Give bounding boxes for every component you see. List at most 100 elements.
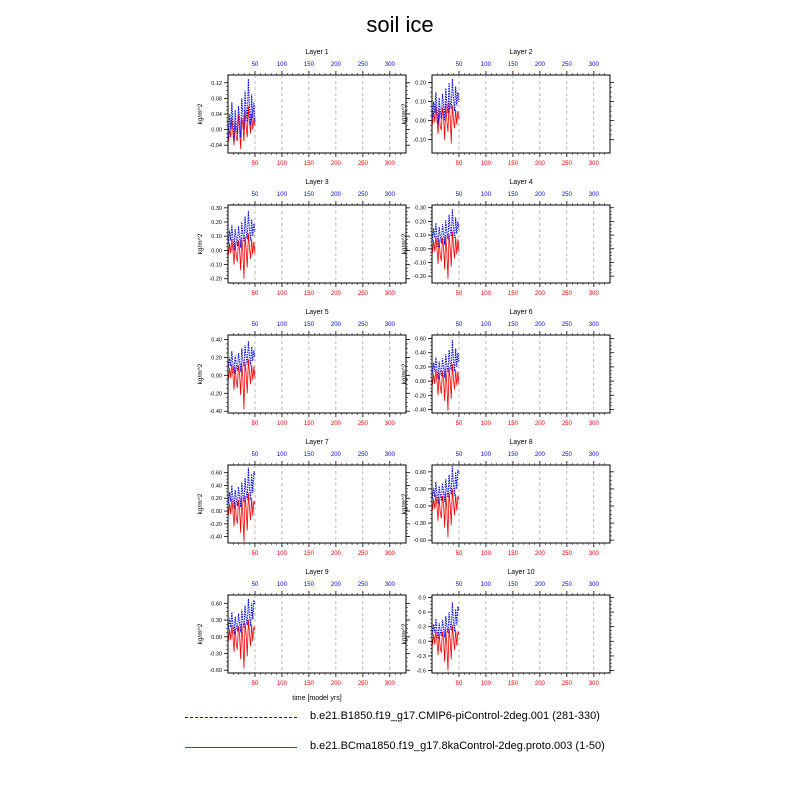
- x-tick-label-top: 200: [331, 62, 342, 68]
- x-tick-label-top: 300: [385, 582, 396, 588]
- y-tick-label: 0.20: [211, 496, 222, 502]
- x-tick-label-bottom: 100: [481, 421, 492, 427]
- x-tick-label-bottom: 300: [385, 291, 396, 297]
- x-tick-label-bottom: 300: [385, 551, 396, 557]
- x-tick-label-top: 300: [589, 192, 600, 198]
- x-tick-label-top: 50: [252, 192, 259, 198]
- x-tick-label-bottom: 100: [277, 551, 288, 557]
- y-tick-label: 0.30: [211, 618, 222, 624]
- x-tick-label-top: 50: [252, 62, 259, 68]
- x-tick-label-top: 300: [385, 192, 396, 198]
- x-tick-label-top: 50: [456, 452, 463, 458]
- x-tick-label-top: 300: [589, 452, 600, 458]
- x-tick-label-bottom: 250: [562, 161, 573, 167]
- x-tick-label-bottom: 250: [358, 421, 369, 427]
- y-tick-label: 0.04: [211, 112, 222, 118]
- x-tick-label-top: 200: [535, 322, 546, 328]
- x-tick-label-top: 100: [481, 192, 492, 198]
- x-tick-label-bottom: 150: [508, 291, 519, 297]
- y-tick-label: 0.10: [415, 233, 426, 239]
- series-line-blue: [432, 339, 460, 380]
- panel-title: Layer 7: [305, 439, 328, 446]
- x-tick-label-bottom: 50: [252, 421, 259, 427]
- x-tick-label-top: 300: [589, 582, 600, 588]
- y-tick-label: 0.60: [211, 471, 222, 477]
- y-tick-label: -0.40: [413, 407, 426, 413]
- x-tick-label-top: 150: [508, 582, 519, 588]
- series-line-blue: [228, 341, 256, 374]
- x-tick-label-bottom: 100: [481, 291, 492, 297]
- panel-6: Layer 6 50 50 100 100 150 150 200 200 250 250 300 30…: [401, 309, 614, 427]
- x-tick-label-top: 50: [456, 192, 463, 198]
- y-tick-label: 0.00: [415, 379, 426, 385]
- x-tick-label-bottom: 50: [456, 681, 463, 687]
- x-tick-label-bottom: 100: [277, 681, 288, 687]
- x-tick-label-bottom: 100: [481, 551, 492, 557]
- x-tick-label-top: 100: [277, 452, 288, 458]
- series-line-blue: [432, 209, 460, 248]
- x-tick-label-bottom: 150: [304, 291, 315, 297]
- panel-5: Layer 5 50 50 100 100 150 150 200 200 250 250 300 30…: [197, 309, 410, 427]
- x-tick-label-bottom: 200: [535, 161, 546, 167]
- x-tick-label-top: 250: [358, 62, 369, 68]
- x-tick-label-bottom: 50: [456, 291, 463, 297]
- x-tick-label-bottom: 150: [508, 551, 519, 557]
- y-tick-label: 0.20: [211, 220, 222, 226]
- y-tick-label: 0.0: [418, 639, 426, 645]
- x-tick-label-top: 150: [304, 582, 315, 588]
- x-tick-label-bottom: 250: [562, 551, 573, 557]
- y-tick-label: 0.60: [415, 337, 426, 343]
- y-tick-label: -0.30: [209, 652, 222, 658]
- legend-entry-red: b.e21.BCma1850.f19_g17.8kaControl-2deg.p…: [0, 737, 800, 757]
- panel-title: Layer 6: [509, 309, 532, 316]
- x-tick-label-top: 100: [277, 62, 288, 68]
- y-axis-label: kg/m^2: [401, 363, 408, 384]
- x-tick-label-bottom: 200: [331, 291, 342, 297]
- x-tick-label-bottom: 50: [252, 681, 259, 687]
- y-axis-label: kg/m^2: [401, 493, 408, 514]
- y-tick-label: 0.20: [415, 219, 426, 225]
- y-tick-label: -0.10: [209, 263, 222, 269]
- x-tick-label-top: 150: [508, 452, 519, 458]
- panel-title: Layer 4: [509, 179, 532, 186]
- x-tick-label-bottom: 300: [589, 291, 600, 297]
- x-tick-label-top: 300: [589, 62, 600, 68]
- x-tick-label-top: 250: [562, 452, 573, 458]
- x-tick-label-bottom: 150: [508, 681, 519, 687]
- x-tick-label-top: 200: [535, 452, 546, 458]
- x-tick-label-top: 300: [385, 322, 396, 328]
- x-tick-label-top: 250: [562, 582, 573, 588]
- x-tick-label-top: 50: [456, 322, 463, 328]
- x-tick-label-bottom: 150: [304, 681, 315, 687]
- y-tick-label: 0.20: [415, 81, 426, 87]
- y-axis-label: kg/m^2: [197, 493, 204, 514]
- x-tick-label-bottom: 200: [535, 551, 546, 557]
- x-axis-label: time [model yrs]: [292, 695, 341, 702]
- x-tick-label-top: 100: [481, 452, 492, 458]
- panel-frame: [431, 204, 611, 284]
- x-tick-label-bottom: 200: [331, 551, 342, 557]
- x-tick-label-bottom: 200: [331, 161, 342, 167]
- x-tick-label-top: 250: [358, 582, 369, 588]
- panel-title: Layer 10: [507, 569, 534, 576]
- x-tick-label-top: 50: [252, 582, 259, 588]
- legend-label-red: b.e21.BCma1850.f19_g17.8kaControl-2deg.p…: [310, 740, 605, 752]
- x-tick-label-bottom: 150: [508, 161, 519, 167]
- y-tick-label: 0.3: [418, 625, 426, 631]
- x-tick-label-top: 250: [562, 192, 573, 198]
- chart-title: soil ice: [366, 12, 434, 37]
- x-tick-label-top: 250: [358, 452, 369, 458]
- x-tick-label-bottom: 200: [331, 421, 342, 427]
- x-tick-label-top: 50: [456, 62, 463, 68]
- series-line-blue: [432, 602, 460, 639]
- series-line-blue: [432, 466, 460, 504]
- series-line-red: [228, 619, 256, 669]
- series-line-blue: [228, 210, 256, 251]
- y-tick-label: 0.08: [211, 96, 222, 102]
- x-tick-label-bottom: 100: [481, 681, 492, 687]
- x-tick-label-bottom: 250: [562, 421, 573, 427]
- y-tick-label: -0.30: [413, 521, 426, 527]
- panel-frame: [227, 204, 407, 284]
- x-tick-label-bottom: 150: [304, 551, 315, 557]
- x-tick-label-top: 50: [252, 322, 259, 328]
